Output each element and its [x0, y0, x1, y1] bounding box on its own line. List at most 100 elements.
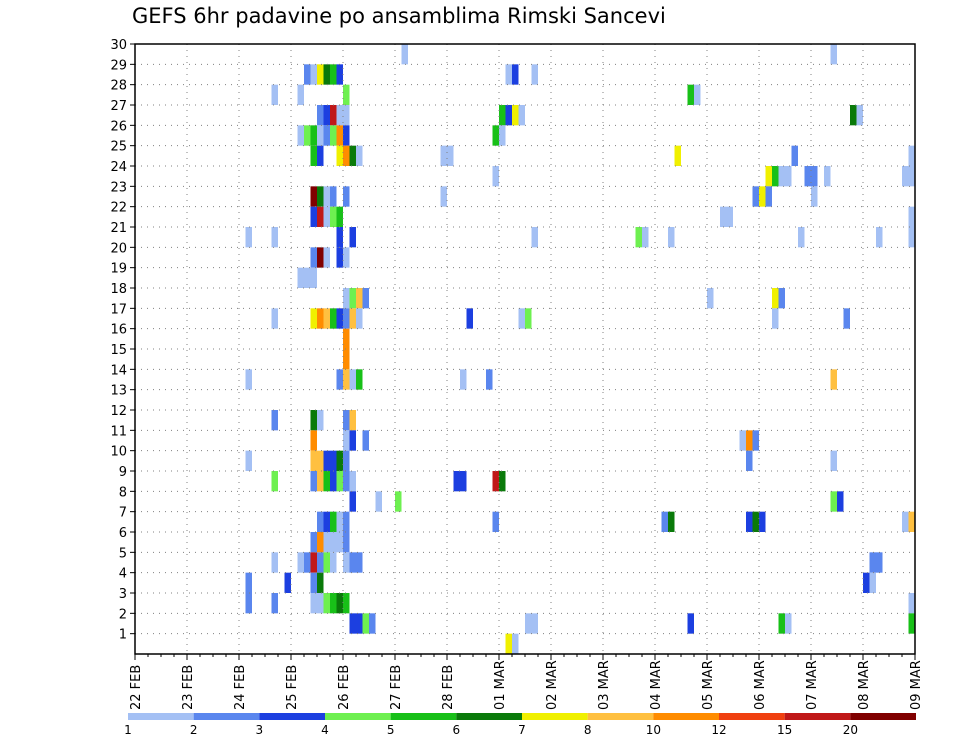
- heatmap-cell: [863, 572, 870, 593]
- heatmap-cell: [440, 145, 447, 166]
- heatmap-cell: [518, 105, 525, 126]
- heatmap-cell: [525, 308, 532, 329]
- heatmap-cell: [317, 206, 324, 227]
- y-tick-label: 16: [110, 323, 127, 338]
- heatmap-cell: [304, 64, 311, 85]
- heatmap-cell: [343, 247, 350, 268]
- heatmap-cell: [726, 206, 733, 227]
- y-tick-label: 10: [110, 445, 127, 460]
- heatmap-cell: [343, 186, 350, 207]
- heatmap-cell: [317, 145, 324, 166]
- heatmap-cell: [323, 532, 330, 553]
- y-tick-label: 22: [110, 201, 127, 216]
- heatmap-cell: [245, 572, 252, 593]
- heatmap-cell: [317, 125, 324, 146]
- y-tick-label: 12: [110, 404, 127, 419]
- y-tick-label: 11: [110, 424, 127, 439]
- y-tick-label: 20: [110, 241, 127, 256]
- heatmap-cell: [336, 206, 343, 227]
- heatmap-cell: [317, 572, 324, 593]
- heatmap-cell: [343, 369, 350, 390]
- heatmap-cell: [349, 430, 356, 451]
- heatmap-cell: [343, 145, 350, 166]
- heatmap-cell: [330, 125, 337, 146]
- heatmap-cell: [310, 125, 317, 146]
- heatmap-cell: [356, 308, 363, 329]
- legend-swatch: [456, 713, 522, 720]
- heatmap-cell: [310, 471, 317, 492]
- heatmap-cell: [856, 105, 863, 126]
- heatmap-cell: [785, 613, 792, 634]
- heatmap-cell: [310, 593, 317, 614]
- heatmap-cell: [375, 491, 382, 512]
- heatmap-cell: [908, 511, 915, 532]
- y-tick-label: 9: [119, 465, 127, 480]
- heatmap-cell: [746, 450, 753, 471]
- heatmap-cell: [323, 105, 330, 126]
- y-tick-label: 23: [110, 180, 127, 195]
- heatmap-cell: [492, 125, 499, 146]
- heatmap-cell: [336, 227, 343, 248]
- legend-label: 15: [777, 723, 792, 737]
- heatmap-cell: [908, 593, 915, 614]
- heatmap-cell: [778, 166, 785, 187]
- heatmap-cell: [349, 491, 356, 512]
- heatmap-cell: [765, 166, 772, 187]
- x-tick-label: 02 MAR: [545, 660, 560, 710]
- heatmap-cell: [356, 552, 363, 573]
- y-tick-label: 18: [110, 282, 127, 297]
- heatmap-cell: [336, 125, 343, 146]
- x-tick-label: 03 MAR: [597, 660, 612, 710]
- heatmap-cell: [310, 430, 317, 451]
- heatmap-cell: [297, 125, 304, 146]
- legend-label: 7: [518, 723, 526, 737]
- heatmap-cell: [297, 267, 304, 288]
- heatmap-cell: [330, 593, 337, 614]
- heatmap-cell: [746, 430, 753, 451]
- heatmap-cell: [317, 511, 324, 532]
- heatmap-cell: [811, 166, 818, 187]
- heatmap-cell: [317, 450, 324, 471]
- heatmap-cell: [304, 552, 311, 573]
- y-tick-label: 7: [119, 506, 127, 521]
- heatmap-cell: [317, 105, 324, 126]
- heatmap-cell: [317, 247, 324, 268]
- heatmap-cell: [343, 511, 350, 532]
- legend-swatch: [719, 713, 785, 720]
- x-tick-label: 09 MAR: [909, 660, 924, 710]
- heatmap-cell: [830, 450, 837, 471]
- heatmap-cell: [343, 308, 350, 329]
- legend-label: 4: [321, 723, 329, 737]
- heatmap-cell: [499, 105, 506, 126]
- heatmap-cell: [297, 84, 304, 105]
- heatmap-cell: [772, 308, 779, 329]
- heatmap-cell: [343, 84, 350, 105]
- heatmap-cell: [317, 593, 324, 614]
- x-tick-label: 22 FEB: [129, 665, 144, 710]
- heatmap-cell: [772, 288, 779, 309]
- heatmap-cell: [668, 227, 675, 248]
- heatmap-cell: [512, 633, 519, 654]
- heatmap-cell: [310, 450, 317, 471]
- heatmap-cell: [323, 206, 330, 227]
- heatmap-cell: [908, 166, 915, 187]
- heatmap-cell: [349, 308, 356, 329]
- legend-swatch: [850, 713, 916, 720]
- legend-label: 2: [190, 723, 198, 737]
- heatmap-cell: [908, 145, 915, 166]
- heatmap-cell: [499, 471, 506, 492]
- y-tick-label: 28: [110, 79, 127, 94]
- chart-title: GEFS 6hr padavine po ansamblima Rimski S…: [132, 4, 666, 28]
- heatmap-cell: [499, 125, 506, 146]
- heatmap-cell: [323, 471, 330, 492]
- x-tick-label: 04 MAR: [649, 660, 664, 710]
- heatmap-cell: [356, 288, 363, 309]
- heatmap-cell: [330, 206, 337, 227]
- heatmap-cell: [310, 206, 317, 227]
- heatmap-cell: [317, 186, 324, 207]
- heatmap-cell: [343, 410, 350, 431]
- heatmap-cell: [271, 410, 278, 431]
- heatmap-cell: [343, 532, 350, 553]
- legend-label: 3: [256, 723, 264, 737]
- heatmap-cell: [908, 613, 915, 634]
